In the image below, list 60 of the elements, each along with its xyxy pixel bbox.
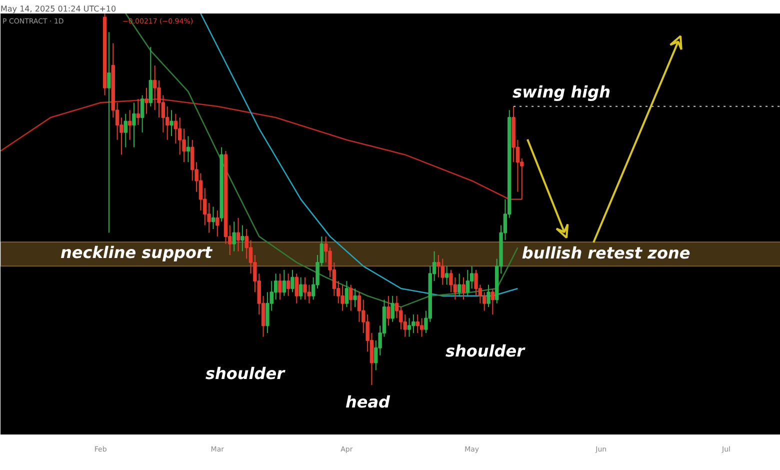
candlestick [420, 318, 424, 338]
candlestick [240, 224, 244, 252]
candlestick [307, 284, 312, 304]
candlestick [390, 295, 394, 322]
candlestick [186, 136, 190, 163]
candlestick [470, 266, 474, 289]
candlestick [440, 258, 444, 286]
candlestick [486, 284, 490, 308]
candlestick [412, 314, 416, 334]
candlestick [294, 273, 299, 304]
annotation: shoulder [446, 342, 526, 361]
candlestick [211, 206, 216, 230]
candlestick [444, 266, 449, 286]
candlestick [282, 269, 286, 296]
candlestick [344, 280, 349, 308]
candlestick [152, 65, 157, 111]
candlestick [394, 295, 399, 319]
candlestick [174, 113, 178, 144]
candlestick [407, 318, 412, 338]
candlestick [128, 110, 132, 140]
candlestick [278, 273, 282, 300]
candlestick [216, 210, 220, 237]
candlestick [236, 217, 240, 252]
candlestick [290, 269, 294, 293]
candlestick [136, 98, 140, 126]
candlestick [416, 314, 420, 334]
candlestick [107, 32, 111, 234]
candlestick [357, 292, 362, 322]
candlestick [148, 46, 153, 107]
candlestick [349, 284, 353, 312]
candlestick [274, 273, 278, 300]
candlestick [178, 117, 182, 156]
candlestick [353, 288, 357, 308]
candlestick [124, 113, 128, 148]
annotation: bullish retest zone [522, 243, 690, 262]
text: head [346, 392, 391, 412]
candlestick [466, 269, 470, 296]
candlestick [457, 273, 462, 296]
candlestick [144, 87, 148, 114]
candlestick [165, 106, 170, 140]
candlestick [386, 295, 390, 326]
candlestick [232, 221, 236, 252]
candlestick [462, 276, 466, 300]
candlestick [140, 94, 144, 133]
candlestick [340, 284, 344, 312]
candlestick [190, 139, 194, 182]
candlestick [286, 273, 290, 296]
candlestick [490, 288, 495, 315]
candlestick [170, 110, 174, 137]
candlestick [303, 276, 307, 300]
candlestick [453, 276, 458, 300]
candlestick [244, 228, 248, 260]
annotation: neckline support [60, 243, 214, 262]
ref-line-label: swing high [512, 82, 610, 102]
candlestick [132, 102, 136, 148]
annotation: May 14, 2025 01:24 UTC+10 [0, 4, 116, 14]
annotation: shoulder [206, 364, 286, 384]
candlestick [198, 172, 203, 211]
candlestick [298, 276, 303, 300]
candlestick [482, 292, 486, 312]
